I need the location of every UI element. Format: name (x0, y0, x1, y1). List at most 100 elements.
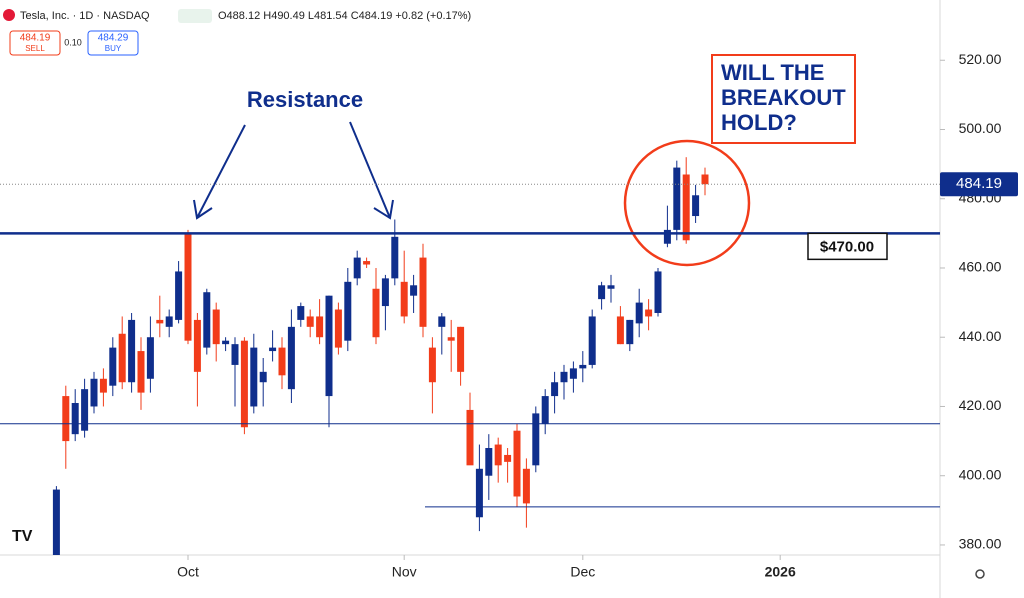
candle-body (475, 468, 483, 518)
candle-body (62, 396, 70, 442)
candle-body (165, 316, 173, 327)
candle-body (381, 278, 389, 307)
candle-body (522, 468, 530, 504)
candle-body (344, 281, 352, 341)
candle-body (616, 316, 624, 345)
candle-body (222, 340, 230, 345)
candle-body (692, 195, 700, 217)
candle-body (560, 371, 568, 383)
candle-body (203, 292, 211, 348)
candle-body (193, 319, 201, 372)
candle-body (466, 409, 474, 466)
candle-body (278, 347, 286, 376)
y-tick-label: 400.00 (959, 466, 1002, 482)
candle-body (306, 316, 314, 327)
candle-body (363, 261, 371, 265)
candle-body (673, 167, 681, 230)
candle-body (156, 319, 164, 324)
buy-label: BUY (105, 44, 122, 53)
candle-body (184, 233, 192, 341)
y-tick-label: 520.00 (959, 51, 1002, 67)
candle-body (607, 285, 615, 289)
sell-button[interactable] (9, 30, 61, 56)
candle-body (485, 448, 493, 476)
question-box (711, 54, 856, 144)
candle-body (457, 326, 465, 372)
badge (178, 9, 212, 23)
logo (3, 9, 15, 21)
candle-body (109, 347, 117, 386)
candle-body (334, 309, 342, 348)
candle-body (118, 333, 126, 383)
candle-body (410, 285, 418, 296)
candle-body (231, 344, 239, 365)
y-tick-label: 460.00 (959, 259, 1002, 275)
spread: 0.10 (64, 37, 82, 47)
candle-body (513, 430, 521, 497)
candle-body (654, 271, 662, 313)
candle-body (645, 309, 653, 317)
candle-body (175, 271, 183, 320)
candle-body (663, 229, 671, 244)
level-label-box (807, 232, 888, 261)
x-tick-label: Nov (392, 564, 417, 580)
candle-body (635, 302, 643, 324)
candle-body (137, 351, 145, 393)
candle-body (146, 337, 154, 379)
candle-body (532, 413, 540, 466)
last-price-label: 484.19 (956, 175, 1002, 192)
candle-body (81, 389, 89, 431)
candle-body (240, 340, 248, 428)
candle-body (447, 337, 455, 341)
candle-body (626, 319, 634, 345)
sell-label: SELL (25, 44, 45, 53)
candle-body (400, 281, 408, 317)
candle-body (353, 257, 361, 279)
candle-body (325, 295, 333, 397)
buy-button[interactable] (87, 30, 139, 56)
settings-icon[interactable] (975, 569, 985, 579)
ohlc: O488.12 H490.49 L481.54 C484.19 +0.82 (+… (218, 10, 471, 22)
candle-body (579, 364, 587, 369)
candle-body (99, 378, 107, 393)
sell-price: 484.19 (20, 33, 51, 44)
candle-body (128, 319, 136, 383)
candle-body (428, 347, 436, 383)
candle-body (438, 316, 446, 327)
candle-body (494, 444, 502, 466)
y-tick-label: 440.00 (959, 328, 1002, 344)
candle-body (90, 378, 98, 407)
candle-body (71, 403, 79, 435)
candle-body (259, 371, 267, 383)
question-line: HOLD? (721, 110, 797, 135)
candle-body (250, 347, 258, 407)
highlight-circle (623, 139, 751, 267)
x-tick-label: 2026 (765, 564, 796, 580)
candle-body (297, 306, 305, 320)
candle-body (316, 316, 324, 338)
last-price-tag (940, 172, 1018, 197)
question-line: BREAKOUT (721, 85, 846, 110)
candle-body (588, 316, 596, 365)
y-tick-label: 420.00 (959, 397, 1002, 413)
question-line: WILL THE (721, 60, 824, 85)
buy-price: 484.29 (98, 33, 129, 44)
tv-logo: TV (12, 528, 33, 545)
y-tick-label: 500.00 (959, 120, 1002, 136)
candle-body (701, 174, 709, 185)
candle-body (52, 489, 60, 555)
candle-body (372, 288, 380, 338)
x-tick-label: Dec (570, 564, 595, 580)
candle-body (598, 285, 606, 300)
candle-body (269, 347, 277, 352)
plot-area (52, 157, 709, 555)
candle-body (551, 382, 559, 397)
candle-body (504, 454, 512, 462)
resistance-label: Resistance (247, 87, 363, 112)
level-label: $470.00 (820, 238, 874, 255)
arrows (193, 121, 394, 220)
candle-body (569, 368, 577, 379)
candle-body (419, 257, 427, 327)
candle-body (682, 174, 690, 241)
